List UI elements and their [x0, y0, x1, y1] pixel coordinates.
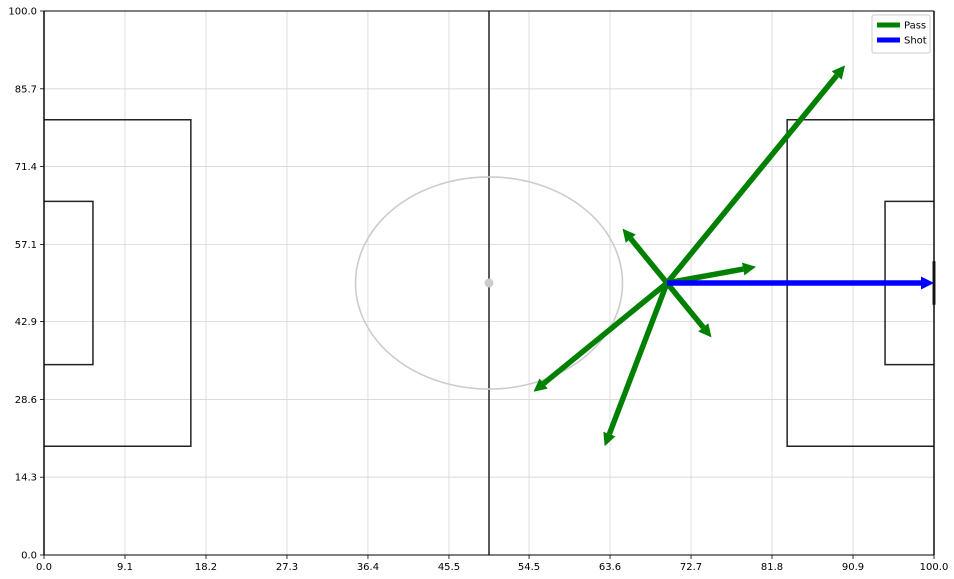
y-tick-label: 14.3 — [15, 473, 37, 484]
pass-arrow — [622, 228, 670, 285]
x-tick-label: 0.0 — [36, 562, 52, 573]
pass-arrow-shaft — [664, 281, 706, 330]
y-tick-label: 85.7 — [15, 84, 37, 95]
legend-label-shot: Shot — [904, 36, 927, 47]
x-tick-label: 90.9 — [842, 562, 864, 573]
y-tick-label: 28.6 — [15, 395, 37, 406]
legend-label-pass: Pass — [904, 21, 926, 32]
centre-spot — [484, 278, 494, 288]
pass-arrow-head — [742, 262, 756, 276]
x-tick-label: 36.4 — [357, 562, 379, 573]
x-tick-label: 72.7 — [680, 562, 702, 573]
y-tick-label: 0.0 — [21, 551, 37, 562]
x-tick-label: 27.3 — [276, 562, 298, 573]
pass-arrow-head — [533, 378, 548, 392]
pass-arrow-head — [603, 431, 616, 447]
event-arrows — [533, 65, 934, 447]
axes: 0.0 9.1 18.2 27.3 36.4 45.5 54.5 63.6 72.7 81.8 90… — [8, 7, 948, 574]
left-six-yard-box — [44, 200, 94, 366]
pass-arrow-head — [622, 228, 636, 243]
pass-arrow-shaft — [664, 73, 839, 285]
pass-arrow-head — [831, 65, 845, 80]
x-tick-label: 45.5 — [438, 562, 460, 573]
pass-arrow — [533, 280, 669, 392]
x-tick-label: 9.1 — [117, 562, 133, 573]
pass-arrow-shaft — [606, 282, 670, 436]
y-tick-label: 71.4 — [15, 162, 37, 173]
left-penalty-box — [44, 119, 192, 447]
x-tick-label: 81.8 — [761, 562, 783, 573]
centre-circle — [354, 176, 624, 390]
pass-arrow-head — [698, 323, 712, 338]
x-tick-label: 54.5 — [518, 562, 540, 573]
y-tick-label: 42.9 — [15, 317, 37, 328]
y-tick-label: 100.0 — [8, 7, 37, 18]
y-tick-label: 57.1 — [15, 240, 37, 251]
x-tick-label: 63.6 — [599, 562, 621, 573]
legend: Pass Shot — [871, 14, 931, 54]
x-tick-label: 100.0 — [920, 562, 949, 573]
shot-arrow — [667, 276, 934, 290]
pass-arrow — [603, 282, 670, 447]
pass-arrow — [664, 65, 845, 285]
pass-arrow — [664, 281, 712, 338]
pass-arrow-shaft — [541, 280, 669, 386]
pass-arrow-shaft — [628, 236, 670, 285]
shot-arrow-head — [921, 276, 934, 290]
x-tick-label: 18.2 — [195, 562, 217, 573]
